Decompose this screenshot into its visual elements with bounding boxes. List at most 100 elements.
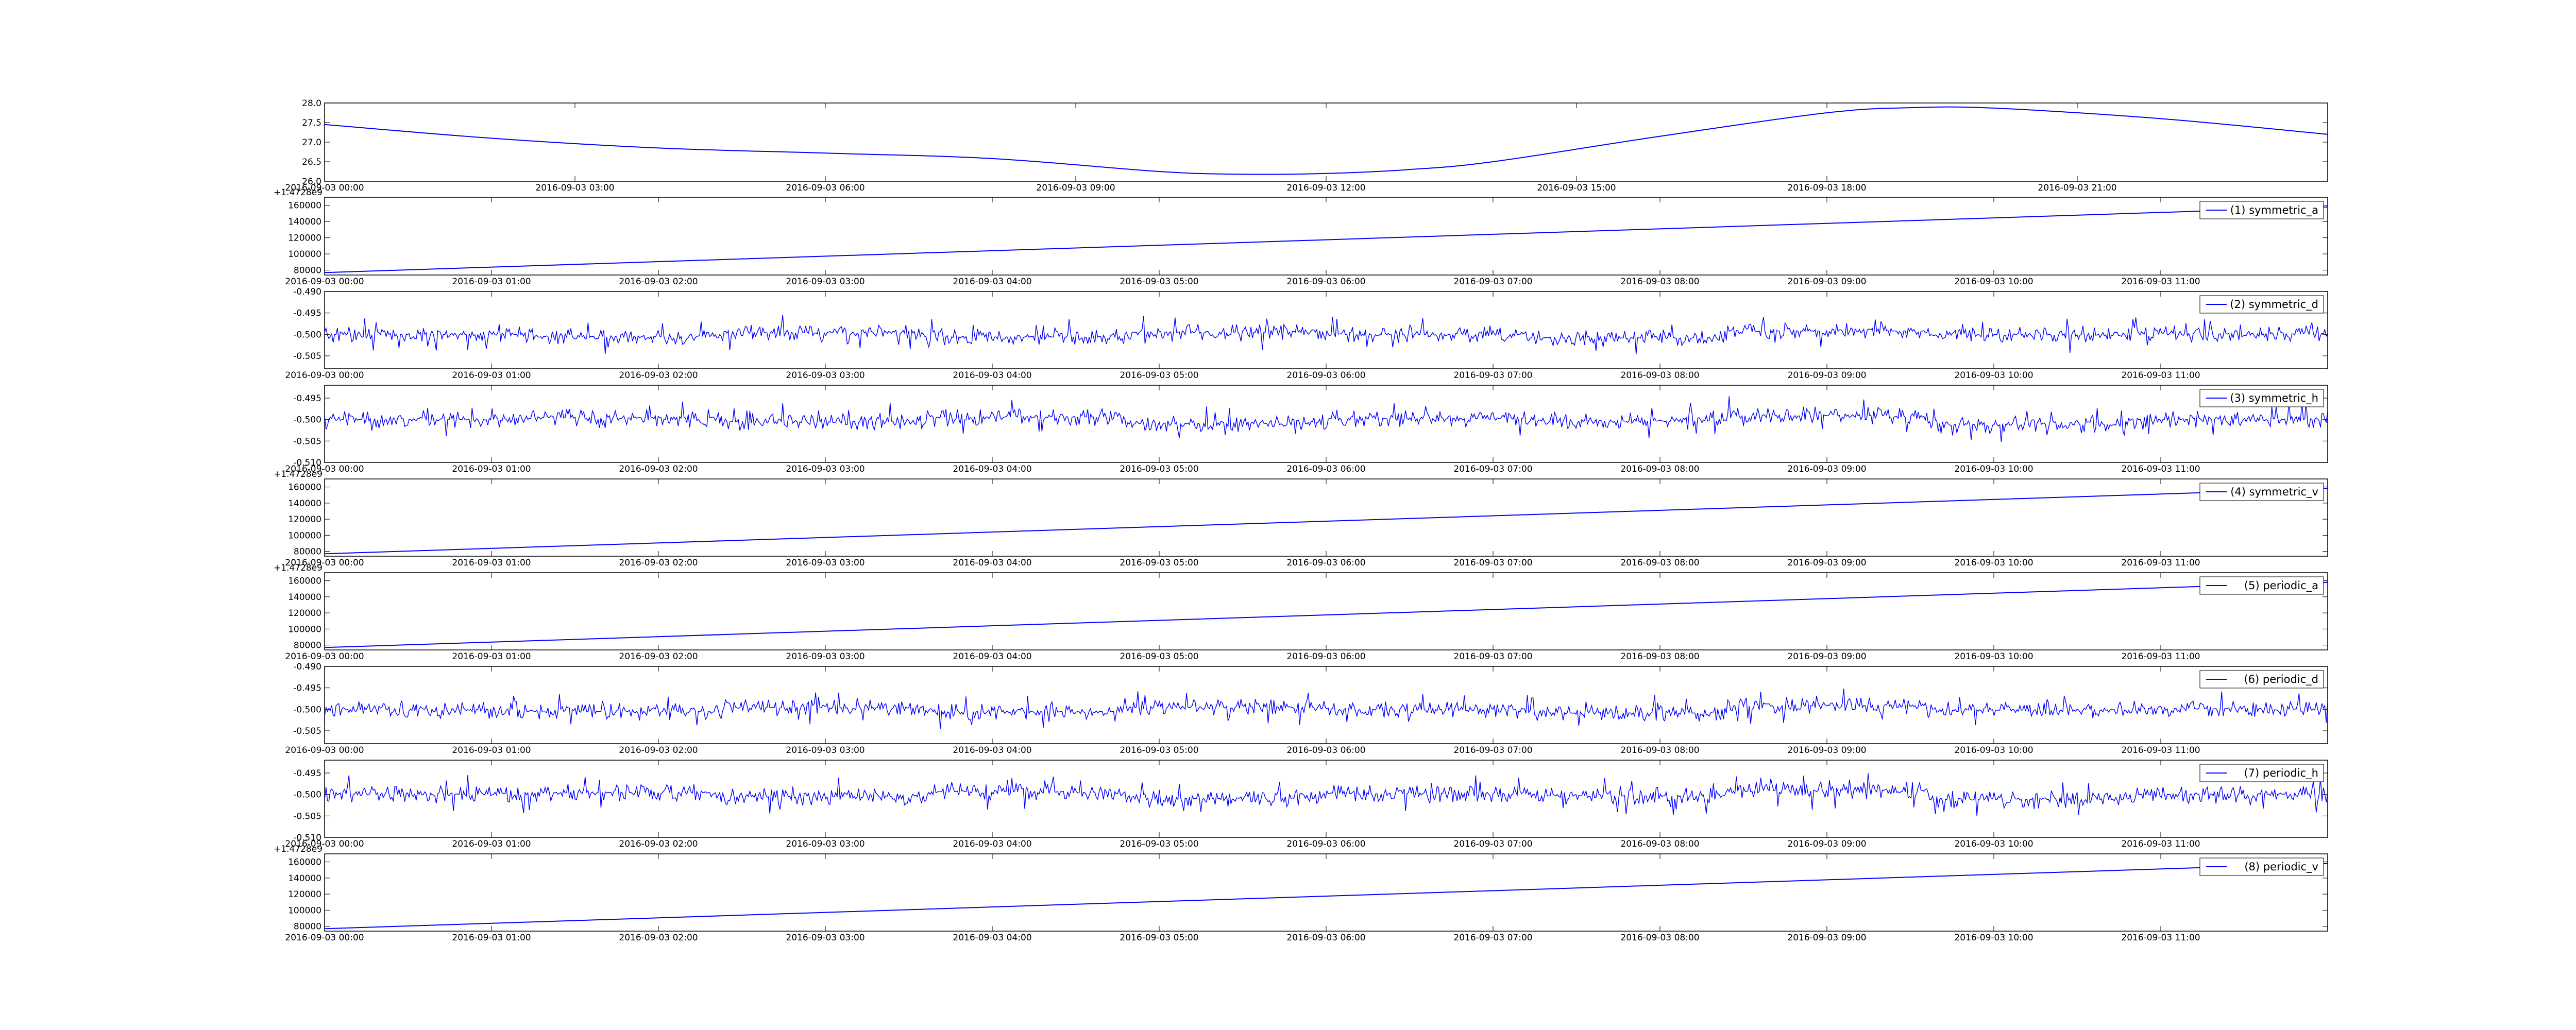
- legend-label: (6) periodic_d: [2244, 673, 2318, 686]
- y-tick-label: 26.5: [302, 157, 321, 167]
- y-tick-label: 28.0: [302, 98, 321, 109]
- x-tick-label: 2016-09-03 05:00: [1120, 464, 1198, 474]
- x-tick-label: 2016-09-03 00:00: [285, 745, 364, 756]
- x-tick-label: 2016-09-03 05:00: [1120, 277, 1198, 287]
- y-tick-label: 26.0: [302, 177, 321, 187]
- series-line: [324, 863, 2328, 930]
- y-tick-label: 27.0: [302, 138, 321, 148]
- x-tick-label: 2016-09-03 03:00: [786, 277, 865, 287]
- x-tick-label: 2016-09-03 01:00: [452, 464, 531, 474]
- x-tick-label: 2016-09-03 21:00: [2038, 183, 2116, 193]
- chart-panel: 2016-09-03 00:00 2016-09-03 01:00 2016-09-…: [285, 287, 2328, 381]
- x-tick-label: 2016-09-03 10:00: [1954, 464, 2033, 474]
- chart-panel: 2016-09-03 00:00 2016-09-03 01:00 2016-09-…: [285, 385, 2328, 474]
- x-tick-label: 2016-09-03 00:00: [285, 839, 364, 849]
- x-tick-label: 2016-09-03 06:00: [1286, 464, 1365, 474]
- x-tick-label: 2016-09-03 04:00: [953, 745, 1031, 756]
- x-tick-label: 2016-09-03 10:00: [1954, 933, 2033, 943]
- y-tick-label: 100000: [288, 905, 321, 916]
- axis-offset-label: +1.4728e9: [274, 469, 323, 479]
- legend-box: [2199, 201, 2324, 219]
- x-tick-label: 2016-09-03 11:00: [2121, 651, 2200, 662]
- axes-frame: [324, 853, 2328, 932]
- chart-panel: 2016-09-03 00:00 2016-09-03 01:00 2016-09-…: [274, 469, 2328, 568]
- x-tick-label: 2016-09-03 01:00: [452, 277, 531, 287]
- x-tick-label: 2016-09-03 12:00: [1286, 183, 1365, 193]
- y-tick-label: -0.500: [293, 415, 321, 425]
- x-tick-label: 2016-09-03 09:00: [1787, 745, 1866, 756]
- x-tick-label: 2016-09-03 07:00: [1453, 651, 1532, 662]
- x-tick-label: 2016-09-03 04:00: [953, 933, 1031, 943]
- x-tick-label: 2016-09-03 09:00: [1787, 370, 1866, 381]
- x-tick-label: 2016-09-03 07:00: [1453, 464, 1532, 474]
- x-tick-label: 2016-09-03 09:00: [1787, 277, 1866, 287]
- x-tick-label: 2016-09-03 04:00: [953, 370, 1031, 381]
- x-tick-label: 2016-09-03 00:00: [285, 464, 364, 474]
- x-tick-label: 2016-09-03 06:00: [786, 183, 865, 193]
- x-tick-label: 2016-09-03 01:00: [452, 370, 531, 381]
- chart-panel: 2016-09-03 00:00 2016-09-03 03:00 2016-09-…: [285, 98, 2328, 193]
- series-line: [324, 396, 2328, 442]
- x-tick-label: 2016-09-03 03:00: [786, 464, 865, 474]
- y-tick-label: 27.5: [302, 118, 321, 128]
- x-tick-label: 2016-09-03 02:00: [619, 464, 698, 474]
- y-tick-label: -0.490: [293, 287, 321, 297]
- x-tick-label: 2016-09-03 04:00: [953, 839, 1031, 849]
- x-tick-label: 2016-09-03 10:00: [1954, 277, 2033, 287]
- y-tick-label: -0.500: [293, 330, 321, 340]
- x-tick-label: 2016-09-03 07:00: [1453, 745, 1532, 756]
- y-tick-label: -0.505: [293, 436, 321, 447]
- legend-label: (2) symmetric_d: [2230, 298, 2318, 311]
- series-line: [324, 106, 2328, 175]
- x-tick-label: 2016-09-03 11:00: [2121, 745, 2200, 756]
- y-tick-label: 120000: [288, 608, 321, 619]
- x-tick-label: 2016-09-03 11:00: [2121, 464, 2200, 474]
- x-tick-label: 2016-09-03 03:00: [535, 183, 614, 193]
- x-tick-label: 2016-09-03 05:00: [1120, 370, 1198, 381]
- x-tick-label: 2016-09-03 09:00: [1787, 558, 1866, 568]
- x-tick-label: 2016-09-03 11:00: [2121, 839, 2200, 849]
- x-tick-label: 2016-09-03 01:00: [452, 745, 531, 756]
- axis-offset-label: +1.4728e9: [274, 563, 323, 573]
- x-tick-label: 2016-09-03 00:00: [285, 183, 364, 193]
- series-line: [324, 315, 2328, 354]
- series-line: [324, 206, 2328, 273]
- y-tick-label: -0.505: [293, 811, 321, 821]
- x-tick-label: 2016-09-03 06:00: [1286, 651, 1365, 662]
- series-line: [324, 773, 2328, 816]
- x-tick-label: 2016-09-03 04:00: [953, 277, 1031, 287]
- x-tick-label: 2016-09-03 15:00: [1537, 183, 1616, 193]
- x-tick-label: 2016-09-03 02:00: [619, 933, 698, 943]
- x-tick-label: 2016-09-03 07:00: [1453, 558, 1532, 568]
- x-tick-label: 2016-09-03 07:00: [1453, 370, 1532, 381]
- y-tick-label: -0.500: [293, 790, 321, 800]
- chart-panel: 2016-09-03 00:00 2016-09-03 01:00 2016-09-…: [285, 662, 2328, 756]
- x-tick-label: 2016-09-03 06:00: [1286, 558, 1365, 568]
- chart-panel: 2016-09-03 00:00 2016-09-03 01:00 2016-09-…: [274, 563, 2328, 662]
- axes-frame: [324, 197, 2328, 276]
- x-tick-label: 2016-09-03 03:00: [786, 933, 865, 943]
- legend-label: (5) periodic_a: [2244, 579, 2318, 592]
- axes-frame: [324, 572, 2328, 650]
- x-tick-label: 2016-09-03 08:00: [1620, 370, 1699, 381]
- y-tick-label: -0.500: [293, 705, 321, 715]
- x-tick-label: 2016-09-03 04:00: [953, 651, 1031, 662]
- x-tick-label: 2016-09-03 03:00: [786, 370, 865, 381]
- x-tick-label: 2016-09-03 08:00: [1620, 277, 1699, 287]
- x-tick-label: 2016-09-03 08:00: [1620, 839, 1699, 849]
- y-tick-label: -0.505: [293, 726, 321, 736]
- x-tick-label: 2016-09-03 02:00: [619, 839, 698, 849]
- y-tick-label: 100000: [288, 624, 321, 634]
- x-tick-label: 2016-09-03 10:00: [1954, 558, 2033, 568]
- y-tick-label: 120000: [288, 514, 321, 525]
- y-tick-label: -0.510: [293, 833, 321, 843]
- x-tick-label: 2016-09-03 01:00: [452, 839, 531, 849]
- x-tick-label: 2016-09-03 06:00: [1286, 745, 1365, 756]
- y-tick-label: 80000: [294, 547, 321, 557]
- x-tick-label: 2016-09-03 00:00: [285, 370, 364, 381]
- y-tick-label: -0.505: [293, 351, 321, 362]
- x-tick-label: 2016-09-03 09:00: [1787, 651, 1866, 662]
- x-tick-label: 2016-09-03 00:00: [285, 933, 364, 943]
- x-tick-label: 2016-09-03 02:00: [619, 558, 698, 568]
